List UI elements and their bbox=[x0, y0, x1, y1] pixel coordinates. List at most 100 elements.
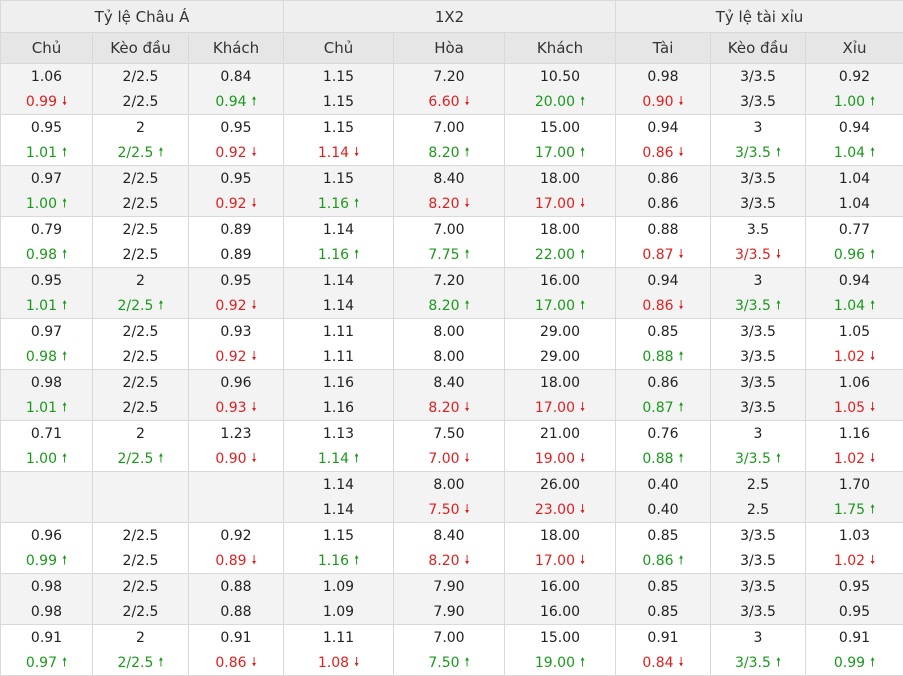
odds-value: 19.00 bbox=[535, 451, 575, 467]
live-value: 1.01🠕 bbox=[1, 396, 92, 421]
odds-value: 0.91 bbox=[220, 630, 251, 646]
odds-value: 0.92 bbox=[215, 298, 246, 314]
opening-value: 8.00 bbox=[394, 472, 504, 498]
odds-value: 2/2.5 bbox=[123, 528, 159, 544]
opening-value: 15.00 bbox=[505, 625, 615, 651]
odds-value: 0.98 bbox=[31, 579, 62, 595]
odds-value: 19.00 bbox=[535, 655, 575, 671]
odds-value: 0.92 bbox=[839, 69, 870, 85]
live-value: 0.99🠕 bbox=[1, 549, 92, 574]
opening-value: 0.91 bbox=[806, 625, 903, 651]
opening-value: 8.40 bbox=[394, 166, 504, 192]
odds-value: 0.89 bbox=[220, 247, 251, 263]
odds-value: 23.00 bbox=[535, 502, 575, 518]
live-value: 19.00🠗 bbox=[505, 447, 615, 472]
odds-value: 0.92 bbox=[215, 145, 246, 161]
odds-value: 0.76 bbox=[647, 426, 678, 442]
odds-cell-over: 0.40 0.40 bbox=[616, 472, 711, 523]
odds-value: 7.90 bbox=[433, 604, 464, 620]
live-value: 2/2.5🠕 bbox=[93, 447, 188, 472]
odds-value: 2 bbox=[136, 120, 145, 136]
odds-value: 3/3.5 bbox=[735, 247, 771, 263]
opening-value: 7.20 bbox=[394, 64, 504, 90]
odds-value: 0.87 bbox=[642, 247, 673, 263]
odds-cell-away: 0.84 0.94🠕 bbox=[189, 64, 284, 115]
live-value: 1.00🠕 bbox=[1, 447, 92, 472]
arrow-down-icon: 🠗 bbox=[252, 299, 257, 311]
odds-value: 0.98 bbox=[26, 349, 57, 365]
opening-value: 2/2.5 bbox=[93, 217, 188, 243]
odds-value: 16.00 bbox=[540, 273, 580, 289]
odds-value: 2/2.5 bbox=[123, 196, 159, 212]
odds-value: 1.01 bbox=[26, 298, 57, 314]
opening-value: 3/3.5 bbox=[711, 64, 805, 90]
arrow-up-icon: 🠕 bbox=[870, 248, 875, 260]
live-value: 22.00🠕 bbox=[505, 243, 615, 268]
odds-value: 0.97 bbox=[26, 655, 57, 671]
opening-value: 0.95 bbox=[806, 574, 903, 600]
odds-value: 0.95 bbox=[220, 171, 251, 187]
odds-value: 2/2.5 bbox=[123, 324, 159, 340]
odds-value: 1.14 bbox=[318, 145, 349, 161]
odds-value: 0.84 bbox=[220, 69, 251, 85]
odds-value: 22.00 bbox=[535, 247, 575, 263]
odds-value: 0.99 bbox=[26, 553, 57, 569]
live-value: 1.16 bbox=[284, 396, 393, 421]
arrow-down-icon: 🠗 bbox=[252, 401, 257, 413]
odds-value: 2/2.5 bbox=[123, 247, 159, 263]
arrow-up-icon: 🠕 bbox=[679, 350, 684, 362]
opening-value: 2/2.5 bbox=[93, 166, 188, 192]
live-value: 3/3.5 bbox=[711, 90, 805, 115]
odds-value: 0.94 bbox=[839, 120, 870, 136]
live-value: 0.96🠕 bbox=[806, 243, 903, 268]
odds-value: 1.04 bbox=[839, 196, 870, 212]
opening-value: 0.76 bbox=[616, 421, 710, 447]
odds-value: 3/3.5 bbox=[740, 375, 776, 391]
odds-value: 3/3.5 bbox=[735, 451, 771, 467]
odds-value: 0.90 bbox=[642, 94, 673, 110]
opening-value: 0.94 bbox=[806, 268, 903, 294]
live-value: 3/3.5 bbox=[711, 600, 805, 625]
live-value: 8.20🠗 bbox=[394, 396, 504, 421]
odds-value: 8.40 bbox=[433, 528, 464, 544]
odds-value: 1.03 bbox=[839, 528, 870, 544]
odds-value: 0.40 bbox=[647, 477, 678, 493]
odds-value: 0.86 bbox=[642, 298, 673, 314]
odds-value: 0.40 bbox=[647, 502, 678, 518]
opening-value: 15.00 bbox=[505, 115, 615, 141]
odds-value: 0.95 bbox=[31, 273, 62, 289]
live-value: 17.00🠗 bbox=[505, 192, 615, 217]
odds-value: 3/3.5 bbox=[740, 604, 776, 620]
odds-value: 0.95 bbox=[839, 604, 870, 620]
arrow-down-icon: 🠗 bbox=[679, 95, 684, 107]
odds-value: 0.98 bbox=[26, 247, 57, 263]
arrow-up-icon: 🠕 bbox=[776, 452, 781, 464]
arrow-up-icon: 🠕 bbox=[870, 299, 875, 311]
odds-value: 1.05 bbox=[839, 324, 870, 340]
live-value: 0.94🠕 bbox=[189, 90, 283, 115]
opening-value: 0.94 bbox=[616, 115, 710, 141]
arrow-down-icon: 🠗 bbox=[679, 299, 684, 311]
odds-value: 3/3.5 bbox=[735, 655, 771, 671]
live-value: 7.90 bbox=[394, 600, 504, 625]
opening-value: 1.16 bbox=[284, 370, 393, 396]
opening-value: 2 bbox=[93, 268, 188, 294]
odds-value: 1.09 bbox=[323, 604, 354, 620]
live-value: 8.20🠕 bbox=[394, 141, 504, 166]
arrow-down-icon: 🠗 bbox=[776, 248, 781, 260]
arrow-up-icon: 🠕 bbox=[354, 554, 359, 566]
